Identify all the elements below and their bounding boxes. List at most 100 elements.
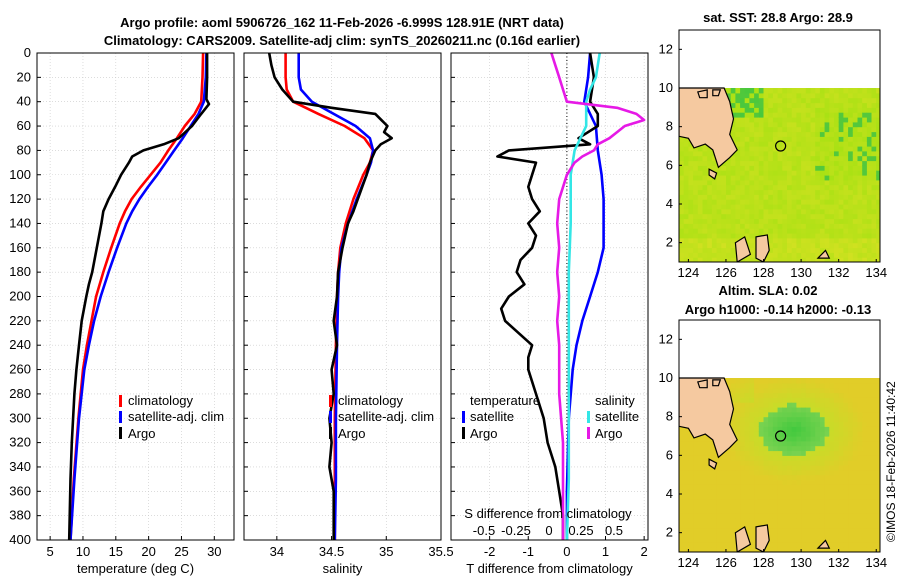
heatmap-cell [866, 436, 873, 442]
heatmap-cell [862, 213, 868, 220]
heatmap-cell [876, 252, 880, 258]
heatmap-cell [843, 498, 849, 505]
heatmap-cell [857, 460, 863, 466]
heatmap-cell [787, 92, 793, 99]
heatmap-cell [716, 537, 722, 543]
heatmap-cell [852, 484, 859, 490]
heatmap-cell [679, 136, 685, 142]
heatmap-cell [693, 455, 699, 461]
heatmap-cell [679, 155, 685, 162]
heatmap-cell [735, 208, 741, 215]
heatmap-cell [777, 175, 783, 181]
heatmap-cell [772, 402, 779, 408]
heatmap-cell [834, 160, 840, 166]
map-y-tick-label: 6 [666, 447, 673, 462]
heatmap-cell [763, 223, 769, 229]
heatmap-cell [810, 532, 816, 539]
heatmap-cell [857, 455, 863, 461]
heatmap-cell [871, 117, 877, 123]
heatmap-cell [871, 257, 877, 262]
heatmap-cell [744, 208, 750, 215]
heatmap-cell [857, 547, 863, 552]
heatmap-cell [763, 402, 769, 408]
heatmap-cell [683, 465, 689, 471]
heatmap-cell [772, 199, 779, 205]
heatmap-cell [693, 150, 699, 157]
heatmap-cell [702, 469, 708, 476]
heatmap-cell [857, 508, 863, 514]
heatmap-cell [697, 165, 704, 171]
heatmap-cell [871, 136, 877, 142]
heatmap-cell [862, 257, 868, 262]
heatmap-cell [754, 213, 760, 220]
heatmap-cell [866, 228, 873, 234]
heatmap-cell [829, 223, 835, 229]
heatmap-cell [871, 92, 877, 99]
heatmap-cell [871, 208, 877, 215]
heatmap-cell [711, 208, 718, 215]
heatmap-cell [829, 194, 835, 200]
heatmap-cell [683, 247, 689, 253]
heatmap-cell [707, 547, 713, 552]
heatmap-cell [697, 237, 704, 244]
heatmap-cell [810, 469, 816, 476]
y-tick-label: 160 [9, 240, 31, 255]
heatmap-cell [852, 107, 859, 113]
heatmap-cell [866, 460, 873, 466]
heatmap-cell [697, 150, 704, 157]
heatmap-cell [862, 97, 868, 104]
heatmap-cell [815, 208, 821, 215]
heatmap-cell [824, 523, 830, 529]
heatmap-cell [735, 518, 741, 524]
heatmap-cell [754, 121, 760, 128]
heatmap-cell [871, 237, 877, 244]
heatmap-cell [772, 233, 779, 239]
heatmap-cell [697, 494, 704, 500]
heatmap-cell [754, 460, 760, 466]
heatmap-cell [763, 121, 769, 128]
heatmap-cell [791, 532, 797, 539]
heatmap-cell [852, 445, 859, 452]
heatmap-cell [862, 479, 868, 485]
heatmap-cell [796, 426, 802, 432]
heatmap-cell [866, 484, 873, 490]
heatmap-cell [848, 460, 854, 466]
heatmap-cell [862, 431, 868, 437]
heatmap-cell [796, 97, 802, 104]
heatmap-cell [754, 102, 760, 108]
heatmap-cell [871, 112, 877, 118]
heatmap-cell [815, 88, 821, 94]
heatmap-cell [721, 547, 727, 552]
heatmap-cell [843, 392, 849, 398]
heatmap-cell [777, 392, 783, 398]
heatmap-cell [805, 479, 812, 485]
heatmap-cell [744, 233, 750, 239]
heatmap-cell [810, 474, 816, 481]
heatmap-cell [707, 527, 713, 534]
heatmap-cell [702, 242, 708, 249]
heatmap-cell [796, 117, 802, 123]
heatmap-cell [796, 252, 802, 258]
heatmap-cell [787, 170, 793, 176]
heatmap-cell [726, 223, 732, 229]
heatmap-cell [791, 233, 797, 239]
heatmap-cell [819, 440, 826, 447]
heatmap-cell [805, 450, 812, 456]
heatmap-cell [697, 208, 704, 215]
heatmap-cell [838, 199, 844, 205]
heatmap-cell [862, 508, 868, 514]
heatmap-cell [824, 208, 830, 215]
heatmap-cell [829, 204, 835, 210]
heatmap-cell [688, 469, 694, 476]
heatmap-cell [862, 102, 868, 108]
heatmap-cell [702, 204, 708, 210]
heatmap-cell [763, 204, 769, 210]
heatmap-cell [866, 121, 873, 128]
heatmap-cell [740, 184, 746, 191]
heatmap-cell [791, 213, 797, 220]
heatmap-cell [852, 411, 859, 418]
heatmap-cell [819, 537, 826, 543]
heatmap-cell [805, 247, 812, 253]
heatmap-cell [772, 208, 779, 215]
heatmap-cell [688, 547, 694, 552]
